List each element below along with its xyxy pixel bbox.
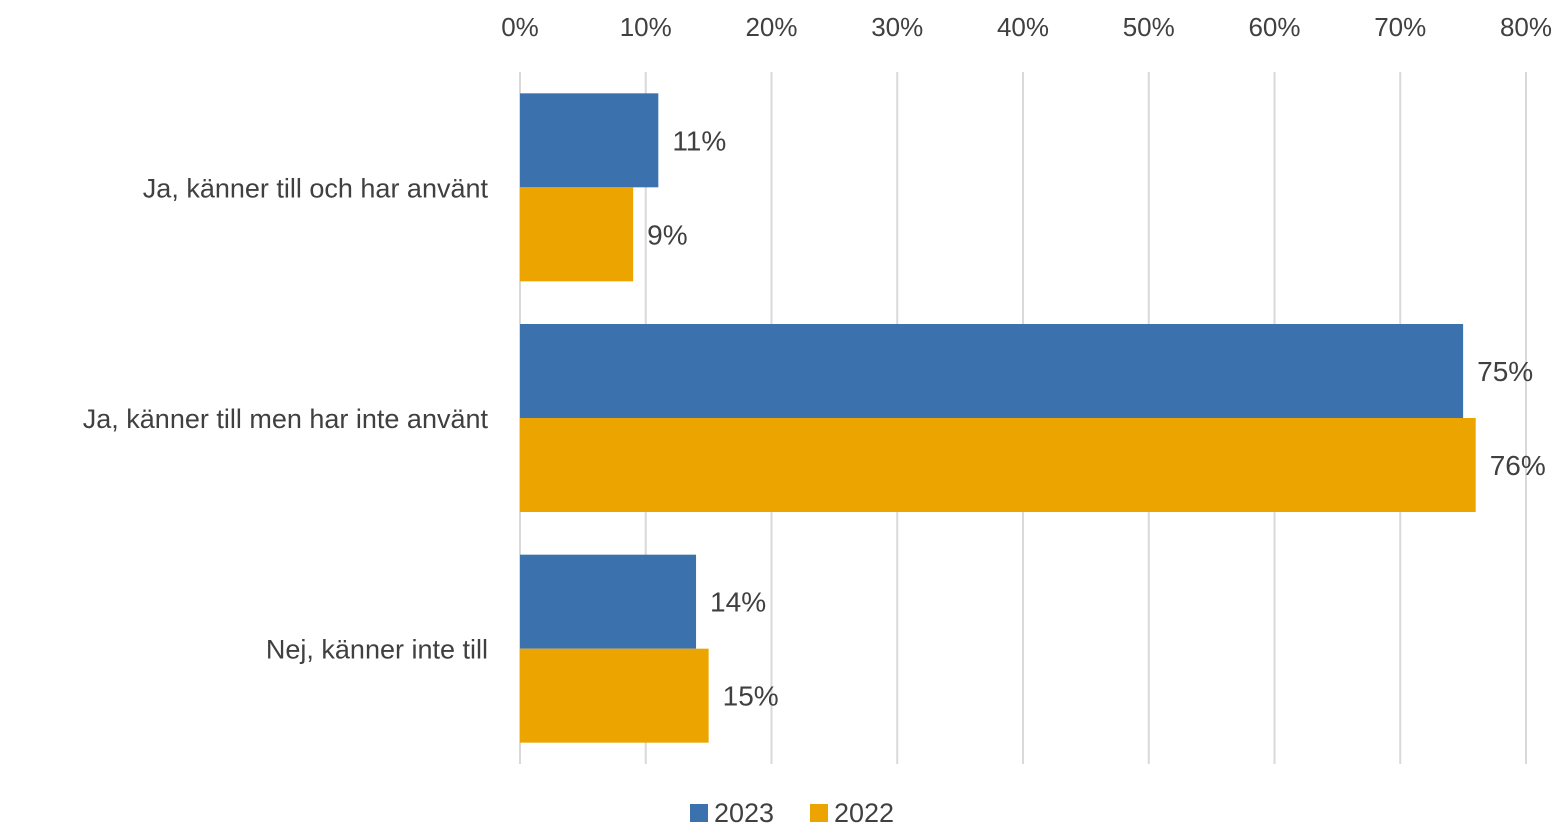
bar-2022 [520, 187, 634, 282]
x-axis-tick-labels: 0% 10% 20% 30% 40% 50% 60% 70% 80% [501, 12, 1552, 42]
legend-label: 2023 [714, 798, 774, 828]
x-tick-label: 70% [1374, 12, 1426, 42]
data-label: 76% [1490, 450, 1546, 481]
x-tick-label: 50% [1123, 12, 1175, 42]
legend-label: 2022 [834, 798, 894, 828]
x-tick-label: 10% [620, 12, 672, 42]
data-label: 9% [647, 219, 687, 250]
legend: 2023 2022 [690, 798, 894, 828]
bar-2022 [520, 648, 709, 743]
category-label: Nej, känner inte till [266, 635, 488, 665]
bar-2023 [520, 554, 697, 649]
bars [520, 93, 1476, 743]
legend-swatch-2023 [690, 804, 708, 822]
data-label: 15% [723, 681, 779, 712]
data-labels: 11% 9% 75% 76% 14% 15% [647, 125, 1546, 711]
x-tick-label: 80% [1500, 12, 1552, 42]
x-tick-label: 60% [1248, 12, 1300, 42]
x-tick-label: 30% [871, 12, 923, 42]
bar-2023 [520, 324, 1464, 418]
bar-2022 [520, 418, 1476, 512]
category-label: Ja, känner till och har använt [143, 173, 489, 203]
category-labels: Ja, känner till och har använt Ja, känner… [83, 173, 489, 664]
category-label: Ja, känner till men har inte använt [83, 404, 489, 434]
legend-swatch-2022 [810, 804, 828, 822]
bar-2023 [520, 93, 659, 188]
x-tick-label: 0% [501, 12, 539, 42]
data-label: 75% [1477, 356, 1533, 387]
x-tick-label: 20% [745, 12, 797, 42]
data-label: 11% [672, 125, 726, 156]
x-tick-label: 40% [997, 12, 1049, 42]
data-label: 14% [710, 587, 766, 618]
